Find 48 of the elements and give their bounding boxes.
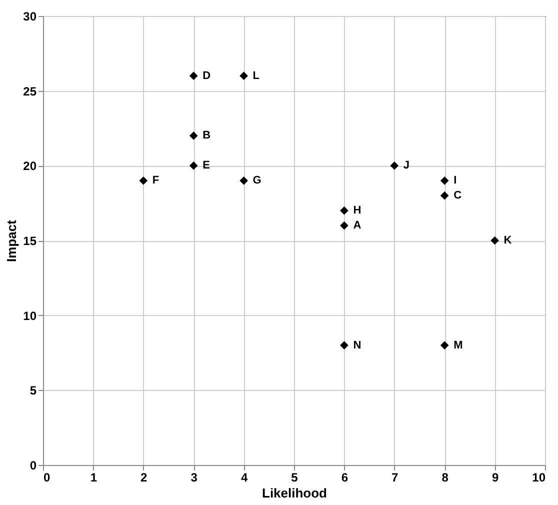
y-tick-label: 20 bbox=[23, 159, 37, 174]
annotation: J bbox=[403, 160, 410, 172]
annotation: B bbox=[202, 130, 211, 142]
x-tick-label: 6 bbox=[341, 470, 348, 484]
y-tick-label: 30 bbox=[23, 10, 37, 24]
point bbox=[390, 161, 399, 170]
x-tick-label: 1 bbox=[90, 470, 98, 484]
annotation: G bbox=[252, 174, 262, 187]
x-tick-label: 8 bbox=[442, 470, 449, 484]
x-tick-label: 2 bbox=[140, 470, 148, 484]
x-tick-label: 3 bbox=[190, 470, 198, 484]
point bbox=[139, 176, 148, 185]
point bbox=[189, 72, 198, 80]
annotation: I bbox=[454, 174, 457, 187]
annotation: L bbox=[252, 70, 260, 82]
x-tick-label: 5 bbox=[291, 470, 298, 484]
annotation: E bbox=[202, 160, 210, 172]
annotation: C bbox=[454, 190, 462, 202]
annotation: D bbox=[202, 70, 211, 82]
y-tick-label: 10 bbox=[23, 308, 37, 323]
point bbox=[240, 176, 248, 185]
point bbox=[440, 176, 449, 185]
point bbox=[340, 221, 348, 230]
y-tick-label: 25 bbox=[23, 84, 37, 98]
x-tick-label: 9 bbox=[492, 470, 499, 484]
y-tick-label: 0 bbox=[30, 458, 37, 472]
x-tick-label: 0 bbox=[44, 470, 50, 484]
point bbox=[490, 236, 499, 245]
point bbox=[340, 341, 348, 350]
annotation: A bbox=[353, 220, 362, 232]
point bbox=[440, 341, 449, 350]
annotation: N bbox=[353, 339, 362, 352]
point bbox=[440, 191, 449, 200]
y-tick-label: 5 bbox=[30, 384, 37, 398]
annotation: K bbox=[504, 234, 512, 246]
x-tick-label: 7 bbox=[392, 470, 399, 484]
annotation: M bbox=[454, 339, 463, 352]
point bbox=[189, 161, 198, 170]
x-tick-label: 10 bbox=[532, 470, 546, 484]
x-tick-label: 4 bbox=[240, 470, 248, 484]
point bbox=[240, 72, 248, 80]
point bbox=[189, 132, 198, 140]
y-axis-title: Impact bbox=[4, 219, 20, 262]
point bbox=[340, 206, 348, 215]
x-axis-title: Likelihood bbox=[262, 486, 328, 500]
annotation: F bbox=[152, 174, 160, 187]
annotation: H bbox=[353, 204, 362, 217]
y-tick-label: 15 bbox=[23, 234, 37, 248]
